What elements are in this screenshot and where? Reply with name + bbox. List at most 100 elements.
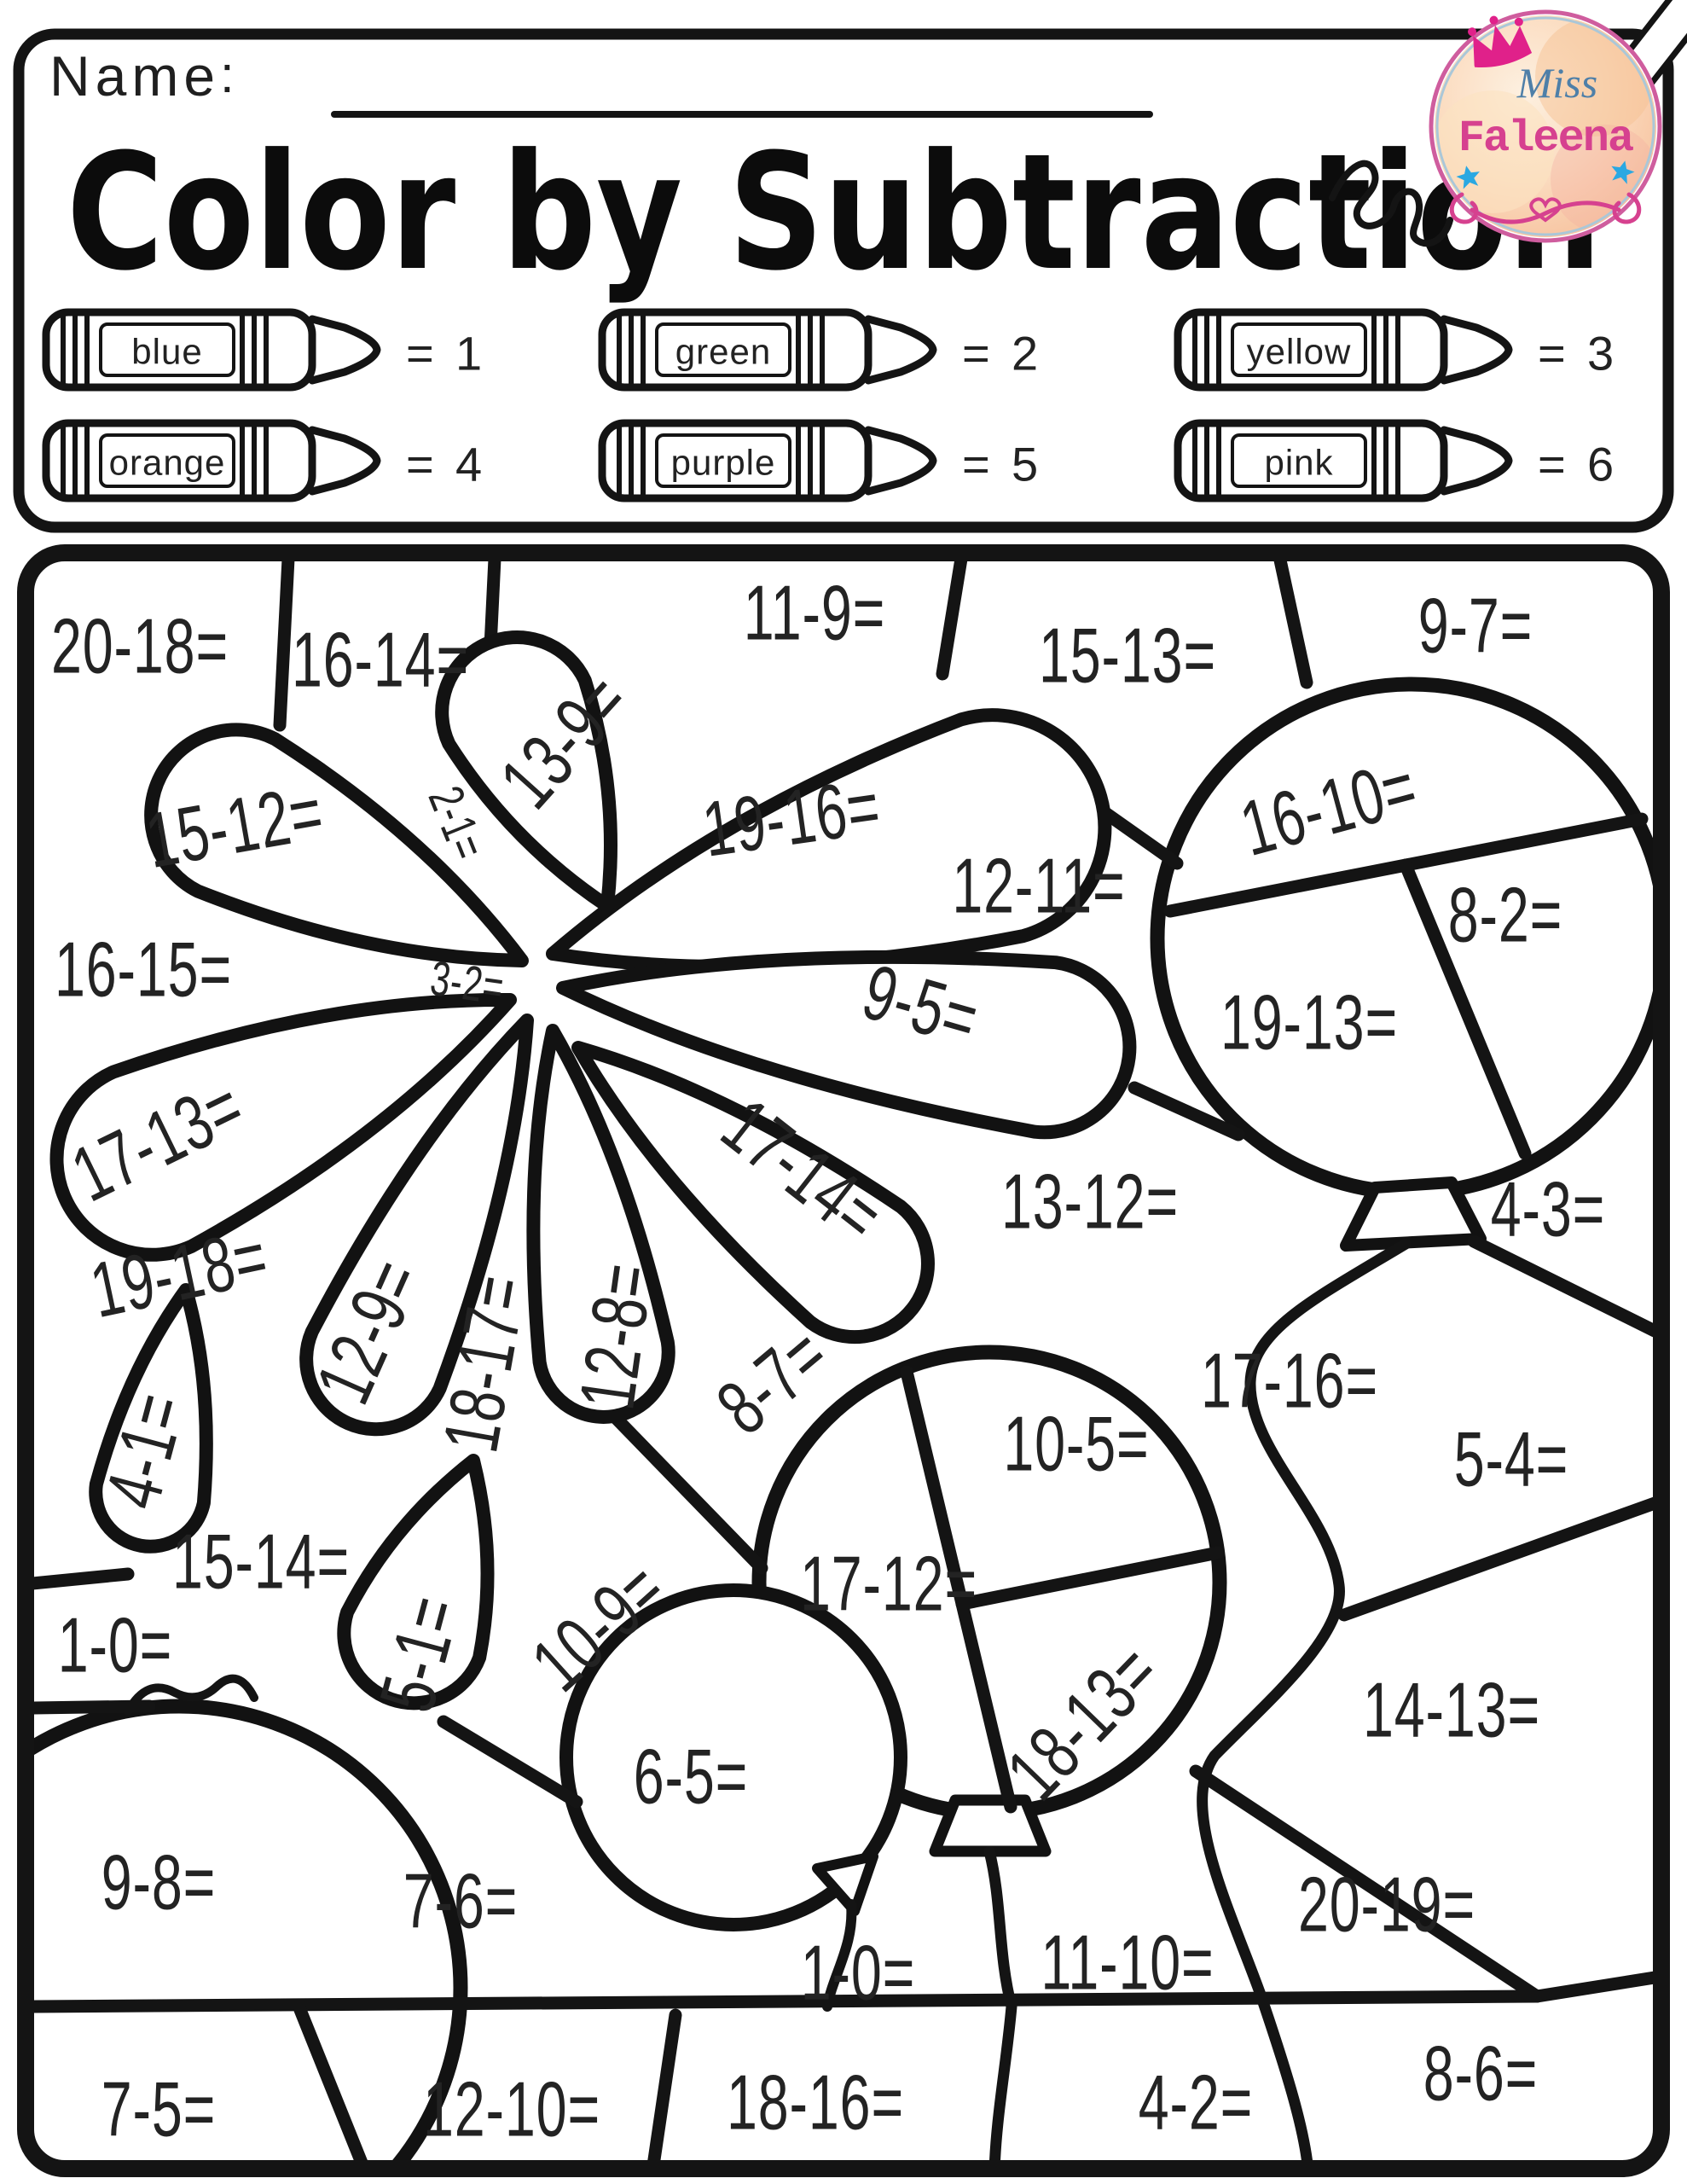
legend-value: 5	[1012, 438, 1038, 491]
crayon-label-box	[1231, 433, 1367, 488]
crayon-color-name: purple	[671, 443, 776, 483]
problem-label: 9-8=	[101, 1838, 216, 1926]
crayon-body	[598, 419, 872, 502]
divider-line	[34, 1989, 1544, 2013]
petal-shape	[556, 950, 1137, 1140]
problem-label: 6-5=	[634, 1733, 748, 1821]
divider-line	[1128, 1081, 1245, 1141]
legend-equals: =	[1538, 438, 1566, 491]
crayon-tip	[864, 315, 937, 385]
problem-label: 9-7=	[1418, 582, 1533, 670]
problem-label: 15-14=	[172, 1518, 350, 1606]
divider-line	[1337, 1496, 1653, 1622]
legend-equals: =	[406, 438, 434, 491]
puzzle-section: 20-18= 16-14= 13-9=11-9= 15-13= 9-7=15-12= 2-…	[17, 544, 1670, 2177]
legend-value: 1	[455, 327, 482, 380]
balloon-knot	[124, 1674, 258, 1716]
crayon-tip	[308, 426, 381, 496]
puzzle-border	[17, 544, 1670, 2177]
splash-petals	[49, 630, 1137, 1711]
crayon-pink: pink = 6	[1174, 419, 1614, 502]
balloon-strings	[822, 1238, 1412, 2160]
petal-shape	[89, 1283, 213, 1554]
legend-value: 3	[1587, 327, 1614, 380]
crayon-color-name: orange	[109, 443, 226, 483]
problem-label: 11-10=	[1041, 1919, 1214, 2007]
divider-line	[1399, 858, 1532, 1160]
crayon-label-box	[99, 433, 235, 488]
problem-label: 13-12=	[1001, 1158, 1179, 1246]
divider-line	[437, 1715, 583, 1809]
header-section: Name : Color by Subtraction blue = 1 green =…	[13, 28, 1674, 533]
divider-line	[1272, 561, 1313, 689]
logo-line2: Faleena	[1458, 113, 1633, 164]
divider-line	[1530, 1971, 1653, 2003]
petal-shape	[571, 1041, 935, 1345]
star-icon	[1456, 166, 1480, 189]
crayon-label-box	[99, 322, 235, 377]
petal-shape	[526, 1024, 675, 1424]
problem-label: 3-2=	[427, 950, 507, 1015]
crayon-orange: orange = 4	[42, 419, 482, 502]
divider-line	[607, 1409, 768, 1575]
divider-line	[34, 1699, 156, 1715]
problem-label: 20-18=	[51, 602, 229, 690]
problem-label: 14-13=	[1363, 1666, 1540, 1754]
balloon-string	[983, 1845, 1017, 2160]
divider-line	[273, 561, 295, 732]
puzzle-art: 20-18= 16-14= 13-9=11-9= 15-13= 9-7=15-12= 2-…	[34, 561, 1653, 2160]
petal-shape	[435, 630, 617, 913]
legend-equals: =	[1538, 327, 1566, 380]
problem-label: 7-5=	[101, 2065, 216, 2153]
problem-label: 7-6=	[403, 1857, 518, 1945]
logo-line1: Miss	[1516, 59, 1597, 107]
heart-icon	[1529, 197, 1562, 223]
problem-label: 8-6=	[1423, 2030, 1538, 2117]
petal-shape	[49, 992, 517, 1262]
problem-labels: 20-18= 16-14= 13-9=11-9= 15-13= 9-7=15-12= 2-…	[51, 569, 1604, 2153]
crayon-tip	[308, 315, 381, 385]
problem-label: 19-13=	[1220, 979, 1398, 1066]
crayon-body	[42, 308, 316, 392]
crayon-color-name: pink	[1264, 443, 1333, 483]
balloon-knot	[812, 1851, 878, 1916]
problem-label: 15-13=	[1039, 612, 1216, 700]
balloon-bottom-left	[34, 1699, 468, 2160]
divider-line	[955, 1546, 1225, 1611]
name-label: Name	[49, 44, 220, 107]
problem-label: 12-10=	[423, 2065, 600, 2153]
crown-shape	[1473, 25, 1533, 67]
balloon-string	[822, 1899, 857, 2012]
crayon-color-name: blue	[131, 332, 202, 372]
petal-shape	[337, 1454, 495, 1711]
divider-line	[1189, 1764, 1544, 2003]
problem-label: 10-5=	[1003, 1400, 1149, 1488]
petal-shape	[299, 1014, 534, 1437]
crayon-tip	[864, 426, 937, 496]
problem-label: 12-11=	[952, 842, 1125, 930]
problem-label: 1-0=	[58, 1601, 172, 1689]
crown-icon	[1468, 15, 1533, 67]
balloon-shapes	[34, 677, 1653, 2160]
header-border	[13, 28, 1674, 533]
problem-label: 17-12=	[800, 1540, 977, 1628]
balloon-string	[1197, 1238, 1412, 2160]
legend-value: 2	[1012, 327, 1038, 380]
crayon-color-name: yellow	[1247, 332, 1352, 372]
problem-label: 16-14=	[292, 616, 469, 704]
problem-label: 4-2=	[1139, 2059, 1253, 2146]
problem-label: 20-19=	[1298, 1861, 1475, 1949]
crayon-yellow: yellow = 3	[1174, 308, 1614, 392]
divider-line	[900, 1365, 1017, 1814]
region-divider-lines	[34, 561, 1653, 2160]
crayon-label-box	[655, 322, 791, 377]
divider-line	[936, 561, 968, 681]
divider-line	[1467, 1234, 1653, 1338]
balloon-large	[1150, 677, 1653, 1200]
crayon-tip	[1440, 315, 1513, 385]
problem-label: 12-8=	[562, 1258, 670, 1414]
divider-line	[484, 561, 501, 653]
problem-label: 18-16=	[727, 2059, 904, 2146]
petal-shape	[144, 723, 529, 967]
crayon-green: green = 2	[598, 308, 1038, 392]
